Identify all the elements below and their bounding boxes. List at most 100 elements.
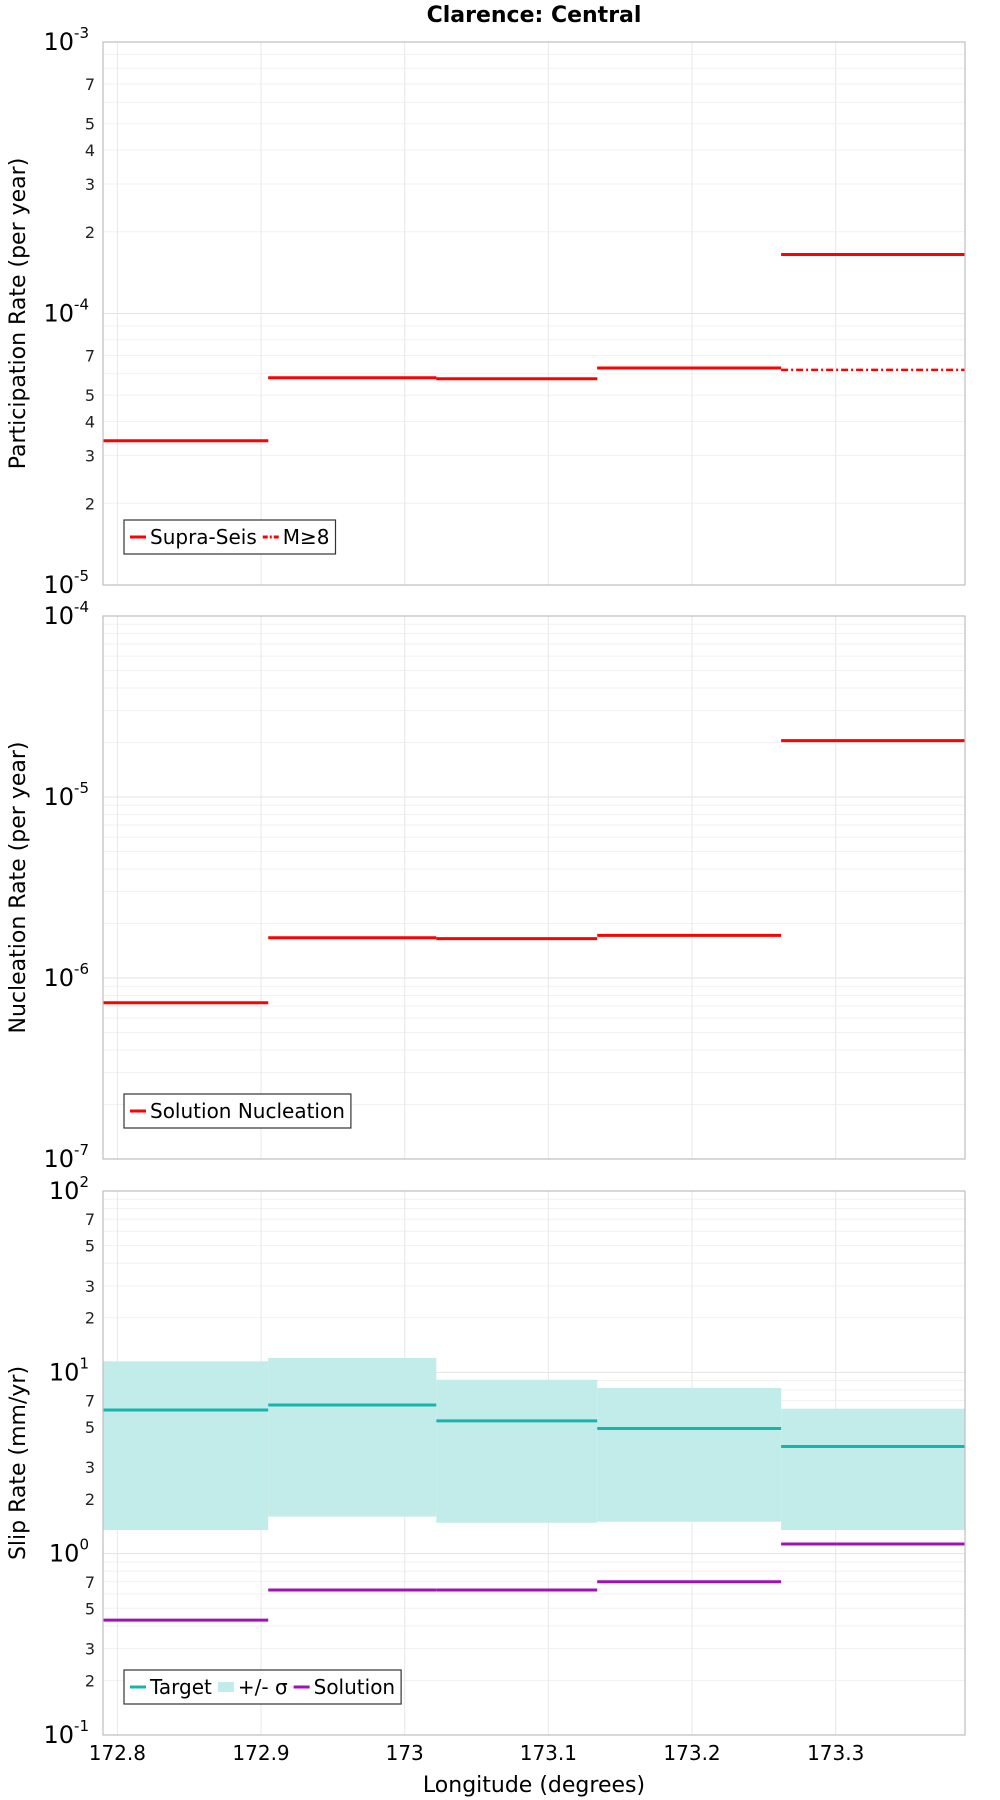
- y-minor-tick-label: 4: [85, 141, 95, 160]
- y-major-tick-label: 10-1: [43, 1717, 89, 1749]
- y-major-tick-label: 10-4: [43, 296, 89, 328]
- legend-frame: [123, 519, 337, 555]
- gridlines: [103, 616, 965, 1160]
- y-major-tick-label: 10-5: [43, 779, 89, 811]
- chart-title: Clarence: Central: [427, 3, 642, 28]
- legend: Solution Nucleation: [123, 1093, 352, 1129]
- y-minor-tick-label: 5: [85, 1237, 95, 1256]
- y-minor-tick-label: 2: [85, 1671, 95, 1690]
- y-minor-tick-label: 5: [85, 386, 95, 405]
- legend-swatch-band: [217, 1682, 234, 1692]
- tick-exponent: 2: [79, 1173, 89, 1191]
- legend-items: Solution Nucleation: [130, 1099, 345, 1123]
- y-minor-tick-label: 7: [85, 1210, 95, 1229]
- y-minor-tick-label: 5: [85, 115, 95, 134]
- tick-exponent: -4: [74, 296, 89, 314]
- legend-label: Solution: [314, 1675, 395, 1699]
- legend-label: Target: [149, 1675, 212, 1699]
- series-m-8: [103, 366, 965, 442]
- plot-frame: [102, 615, 966, 1160]
- tick-base: 10: [43, 28, 74, 56]
- tick-exponent: -5: [74, 567, 89, 585]
- legend-label: Supra-Seis: [150, 525, 257, 549]
- x-tick-label: 173.2: [663, 1741, 720, 1765]
- y-minor-tick-label: 7: [85, 75, 95, 94]
- tick-base: 10: [43, 1721, 74, 1749]
- legend-label: +/- σ: [238, 1675, 288, 1699]
- tick-exponent: -6: [74, 960, 89, 978]
- x-axis-label: Longitude (degrees): [423, 1773, 645, 1798]
- y-minor-tick-label: 4: [85, 413, 95, 432]
- series-target: [103, 1403, 965, 1448]
- y-minor-tick-label: 5: [85, 1418, 95, 1437]
- y-major-tick-label: 10-3: [43, 24, 89, 56]
- tick-base: 10: [49, 1358, 80, 1386]
- band-segment: [268, 1357, 437, 1517]
- y-minor-tick-label: 2: [85, 1309, 95, 1328]
- y-major-tick-label: 10-7: [43, 1141, 89, 1173]
- tick-base: 10: [43, 300, 74, 328]
- y-minor-tick-label: 3: [85, 1277, 95, 1296]
- y-minor-tick-label: 5: [85, 1599, 95, 1618]
- y-minor-tick-label: 3: [85, 1639, 95, 1658]
- legend: Target +/- σ Solution: [123, 1669, 402, 1705]
- y-major-tick-label: 100: [49, 1536, 89, 1568]
- tick-base: 10: [43, 783, 74, 811]
- y-axis-label: Slip Rate (mm/yr): [6, 1366, 31, 1560]
- y-major-tick-label: 101: [49, 1354, 89, 1386]
- gridlines: [103, 42, 965, 586]
- tick-exponent: -4: [74, 598, 89, 616]
- tick-base: 10: [43, 964, 74, 992]
- x-tick-label: 173.1: [520, 1741, 577, 1765]
- band-segment: [436, 1379, 598, 1523]
- legend-frame: [123, 1669, 402, 1705]
- x-tick-labels: 172.8 172.9 173 173.1 173.2 173.3: [89, 1741, 865, 1765]
- y-minor-tick-label: 2: [85, 1490, 95, 1509]
- series-solution: [103, 1542, 965, 1622]
- legend-label: Solution Nucleation: [150, 1099, 345, 1123]
- y-axis-label: Nucleation Rate (per year): [6, 742, 31, 1034]
- tick-base: 10: [43, 571, 74, 599]
- legend: Supra-Seis M≥8: [123, 519, 337, 555]
- tick-base: 10: [49, 1177, 80, 1205]
- x-tick-label: 172.8: [89, 1741, 146, 1765]
- band-segment: [103, 1361, 269, 1531]
- legend-items: Target +/- σ Solution: [130, 1675, 395, 1699]
- tick-base: 10: [49, 1540, 80, 1568]
- plot-frame: [102, 1190, 966, 1736]
- tick-base: 10: [43, 1145, 74, 1173]
- y-minor-tick-label: 3: [85, 1458, 95, 1477]
- tick-exponent: -3: [74, 24, 89, 42]
- y-minor-tick-label: 7: [85, 1391, 95, 1410]
- y-major-tick-label: 102: [49, 1173, 89, 1205]
- plot-frame: [102, 41, 966, 586]
- y-minor-tick-label: 3: [85, 175, 95, 194]
- y-minor-tick-label: 2: [85, 494, 95, 513]
- tick-exponent: -5: [74, 779, 89, 797]
- tick-exponent: -7: [74, 1141, 89, 1159]
- x-tick-label: 173: [386, 1741, 424, 1765]
- legend-frame: [123, 1093, 352, 1129]
- y-major-tick-label: 10-5: [43, 567, 89, 599]
- y-axis-label: Participation Rate (per year): [6, 158, 31, 470]
- y-major-tick-label: 10-4: [43, 598, 89, 630]
- x-tick-label: 172.9: [232, 1741, 289, 1765]
- series-solution-nucleation: [103, 739, 965, 1005]
- y-minor-tick-label: 3: [85, 446, 95, 465]
- y-major-tick-label: 10-6: [43, 960, 89, 992]
- x-tick-label: 173.3: [807, 1741, 864, 1765]
- y-minor-tick-label: 7: [85, 347, 95, 366]
- tick-exponent: -1: [74, 1717, 89, 1735]
- legend-label: M≥8: [283, 525, 330, 549]
- y-minor-tick-label: 7: [85, 1573, 95, 1592]
- band-segment: [597, 1387, 782, 1522]
- legend-items: Supra-Seis M≥8: [130, 525, 330, 549]
- tick-base: 10: [43, 602, 74, 630]
- band-group: [103, 1357, 965, 1531]
- band-segment: [781, 1408, 965, 1531]
